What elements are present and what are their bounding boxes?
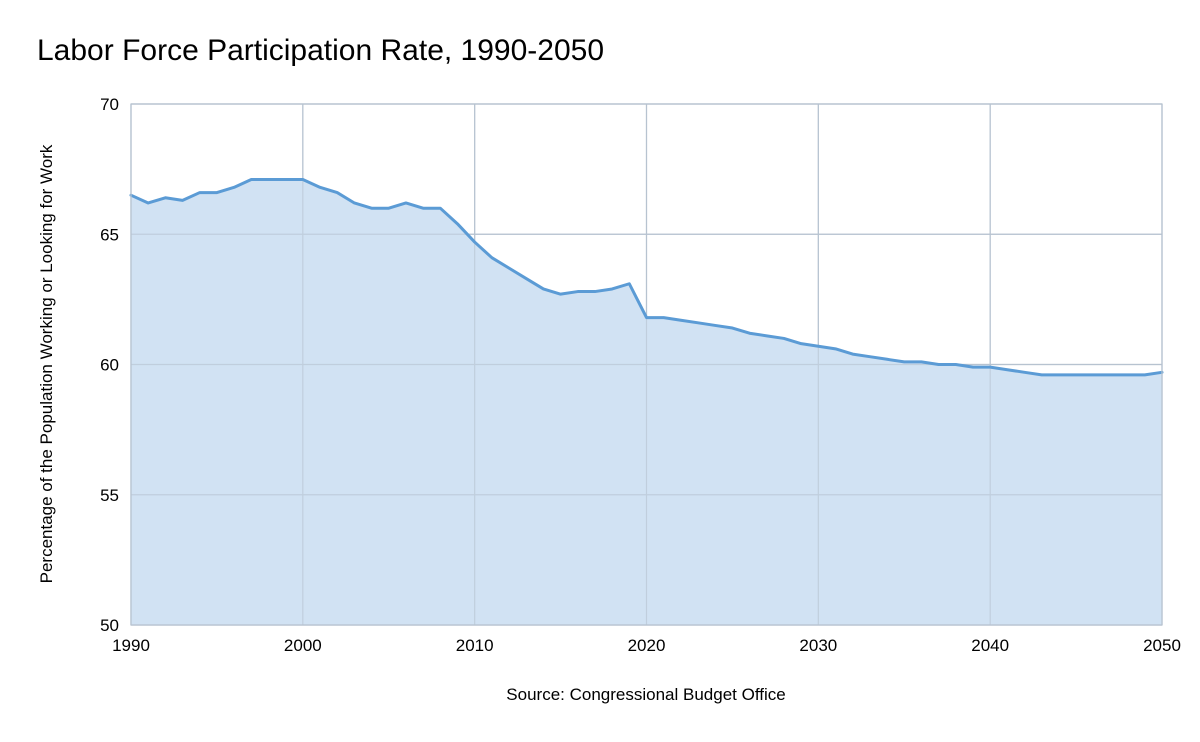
x-tick-label: 2030 xyxy=(799,636,837,655)
plot-frame xyxy=(130,103,1163,626)
x-axis-label: Source: Congressional Budget Office xyxy=(506,685,785,704)
y-axis-ticks: 50 55 60 65 70 xyxy=(100,95,119,635)
x-tick-label: 2040 xyxy=(971,636,1009,655)
x-axis-ticks: 1990 2000 2010 2020 2030 2040 2050 xyxy=(112,636,1181,655)
x-tick-label: 2050 xyxy=(1143,636,1181,655)
y-tick-label: 60 xyxy=(100,356,119,375)
series-line xyxy=(129,178,1164,377)
y-tick-label: 50 xyxy=(100,616,119,635)
x-tick-label: 2010 xyxy=(456,636,494,655)
chart-title: Labor Force Participation Rate, 1990-205… xyxy=(37,34,605,67)
y-tick-label: 65 xyxy=(100,225,119,244)
x-tick-label: 1990 xyxy=(112,636,150,655)
y-tick-label: 55 xyxy=(100,486,119,505)
x-tick-label: 2020 xyxy=(628,636,666,655)
y-axis-label: Percentage of the Population Working or … xyxy=(37,144,56,583)
x-tick-label: 2000 xyxy=(284,636,322,655)
y-tick-label: 70 xyxy=(100,95,119,114)
